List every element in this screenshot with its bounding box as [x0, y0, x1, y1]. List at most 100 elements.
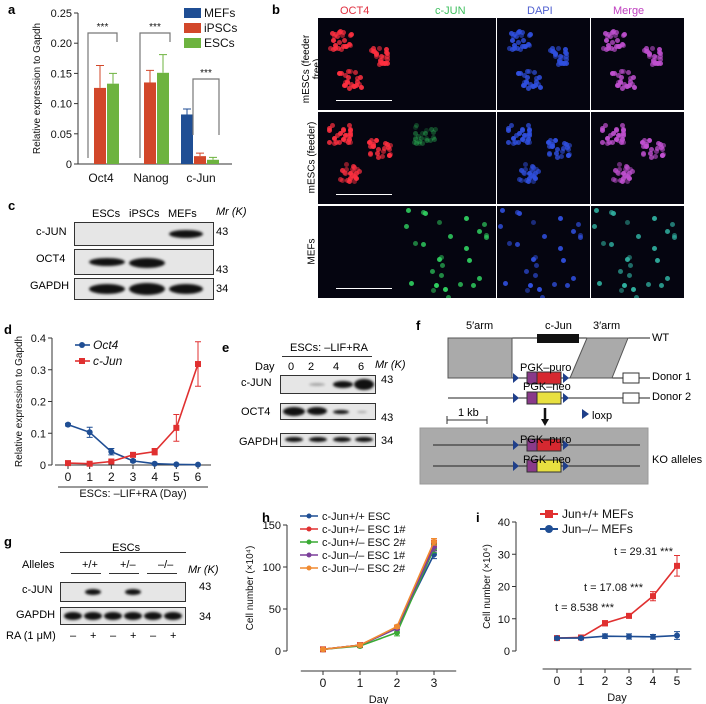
cell-nucleus	[345, 139, 351, 145]
homology-3arm	[569, 337, 629, 379]
g-ra: –	[70, 630, 77, 642]
cell-nucleus	[556, 45, 562, 51]
data-point	[394, 623, 400, 630]
row-cjun: c-JUN	[36, 226, 67, 238]
cell-nucleus	[519, 44, 525, 50]
cell-nucleus	[536, 287, 542, 293]
cell-nucleus	[348, 171, 354, 177]
cell-nucleus	[412, 131, 418, 137]
cell-nucleus	[525, 75, 531, 81]
cell-nucleus	[342, 170, 348, 176]
cell-nucleus	[351, 84, 357, 90]
loxp-icon	[563, 373, 569, 383]
cell-nucleus	[510, 46, 516, 52]
y-axis-label: Cell number (×10⁴)	[482, 544, 493, 629]
error-bar	[109, 72, 117, 84]
f-loxp: loxp	[592, 410, 613, 422]
cell-nucleus	[431, 130, 437, 136]
cell-nucleus	[424, 138, 430, 144]
selection-cassette	[536, 371, 562, 385]
cell-nucleus	[546, 143, 552, 149]
g-allele: +/+	[82, 559, 98, 571]
cell-nucleus	[344, 44, 350, 50]
cell-nucleus	[348, 176, 354, 182]
cell-nucleus	[625, 69, 631, 75]
data-point	[195, 461, 201, 468]
cell-nucleus	[651, 216, 657, 222]
cell-nucleus	[527, 33, 533, 39]
bar-ESCs	[107, 83, 119, 164]
series-line-4	[322, 541, 435, 651]
cell-nucleus	[377, 57, 383, 63]
x-tick-label: 1	[86, 470, 93, 484]
data-point	[65, 421, 71, 428]
cell-nucleus	[511, 31, 517, 37]
y-tick-label: 0.25	[51, 8, 72, 20]
significance-stars: ***	[200, 68, 212, 79]
cell-nucleus	[528, 283, 534, 289]
cell-nucleus	[604, 136, 610, 142]
cell-nucleus	[654, 146, 660, 152]
cell-nucleus	[516, 131, 522, 137]
x-tick-label: 2	[602, 674, 609, 688]
cell-nucleus	[625, 164, 631, 170]
cell-nucleus	[578, 234, 584, 240]
cell-nucleus	[603, 38, 609, 44]
cell-nucleus	[332, 141, 338, 147]
significance-stars: ***	[149, 22, 161, 33]
y-tick-label: 0	[40, 460, 46, 472]
panel-label-b: b	[272, 2, 280, 17]
cell-nucleus	[332, 42, 338, 48]
cell-nucleus	[526, 41, 532, 47]
cell-nucleus	[531, 164, 537, 170]
cell-nucleus	[344, 167, 350, 173]
cell-nucleus	[605, 141, 611, 147]
cell-nucleus	[554, 155, 560, 161]
cell-nucleus	[553, 151, 559, 157]
cell-nucleus	[518, 32, 524, 38]
cell-nucleus	[657, 46, 662, 52]
y-axis-label: Cell number (×10⁴)	[245, 546, 256, 631]
cell-nucleus	[334, 133, 340, 139]
blot-gapdh	[74, 278, 214, 300]
y-tick-label: 0	[504, 646, 510, 658]
cell-nucleus	[600, 139, 606, 145]
col-header-oct4: OCT4	[340, 5, 370, 17]
lane-ipsc: iPSCs	[129, 208, 160, 220]
cell-nucleus	[513, 133, 519, 139]
x-axis-label: ESCs: –LIF+RA (Day)	[79, 488, 186, 500]
cell-nucleus	[336, 45, 342, 51]
cell-nucleus	[384, 141, 390, 147]
legend-marker	[545, 525, 553, 533]
cell-nucleus	[526, 85, 532, 91]
bar-iPSCs	[144, 82, 156, 164]
f-ko-puro-label: PGK–puro	[520, 434, 572, 446]
cell-nucleus	[516, 28, 522, 34]
x-tick-label: 2	[394, 676, 401, 690]
f-cjun: c-Jun	[545, 320, 572, 332]
cell-nucleus	[527, 82, 533, 87]
cell-nucleus	[600, 46, 606, 52]
x-tick-label: 3	[130, 470, 137, 484]
micrograph-c-jun-row0	[403, 18, 496, 110]
f-ko-neo-label: PGK–neo	[523, 454, 571, 466]
cell-nucleus	[641, 152, 647, 158]
legend-label: iPSCs	[204, 21, 237, 35]
cell-nucleus	[348, 33, 354, 39]
g-ra-label: RA (1 μM)	[6, 630, 56, 642]
cell-nucleus	[467, 258, 473, 264]
f-neo-label: PGK–neo	[523, 381, 571, 393]
cell-nucleus	[556, 57, 562, 63]
cell-nucleus	[523, 162, 529, 168]
cell-nucleus	[345, 133, 351, 138]
cell-nucleus	[539, 295, 545, 298]
legend-marker	[79, 342, 85, 348]
panel-label-c: c	[8, 198, 16, 213]
cell-nucleus	[661, 151, 667, 157]
g-mr-label: Mr (K)	[188, 564, 219, 576]
arrow-head	[541, 419, 549, 426]
cell-nucleus	[347, 127, 353, 133]
cell-nucleus	[525, 179, 531, 185]
cell-nucleus	[555, 146, 561, 152]
